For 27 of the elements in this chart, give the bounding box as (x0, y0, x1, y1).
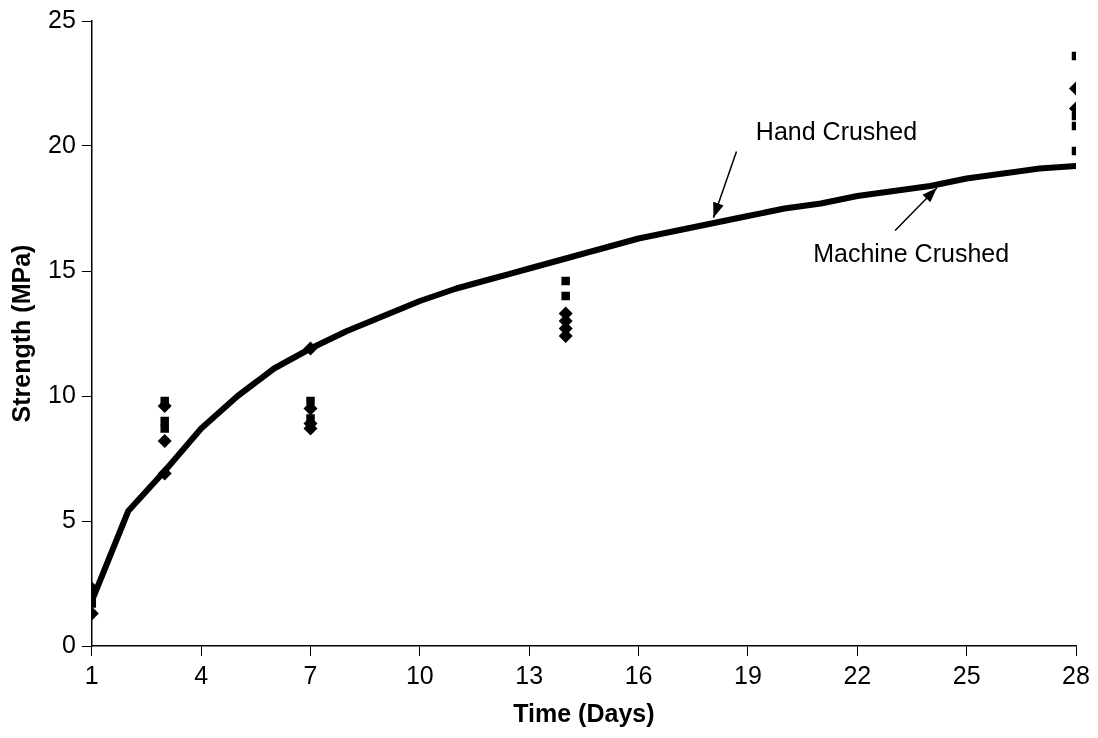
x-axis-title: Time (Days) (513, 698, 655, 727)
annotation: Machine Crushed (813, 239, 1010, 268)
x-tick-label: 10 (405, 660, 434, 689)
point (157, 466, 172, 481)
x-tick-label: 22 (843, 660, 872, 689)
x-tick-label: 4 (194, 660, 209, 689)
x-tick-label: 13 (515, 660, 544, 689)
y-tick-label: 20 (48, 129, 76, 158)
y-tick-label: 15 (48, 254, 76, 283)
y-axis-title: Strength (MPa) (6, 244, 35, 423)
annotation: Hand Crushed (755, 117, 918, 146)
x-tick-label: 1 (84, 660, 99, 689)
x-tick-label: 25 (952, 660, 981, 689)
point (157, 434, 172, 448)
y-tick-label: 0 (61, 629, 76, 658)
point (561, 291, 570, 301)
y-tick-label: 10 (48, 379, 76, 408)
point (306, 396, 315, 406)
x-tick-label: 16 (624, 660, 653, 689)
y-tick-label: 5 (61, 504, 76, 533)
x-tick-label: 28 (1062, 660, 1090, 689)
y-tick-label: 25 (48, 4, 76, 33)
point (303, 341, 318, 356)
x-tick-label: 19 (734, 660, 762, 689)
x-tick-label: 7 (303, 660, 318, 689)
point (561, 276, 570, 286)
point (160, 424, 169, 433)
